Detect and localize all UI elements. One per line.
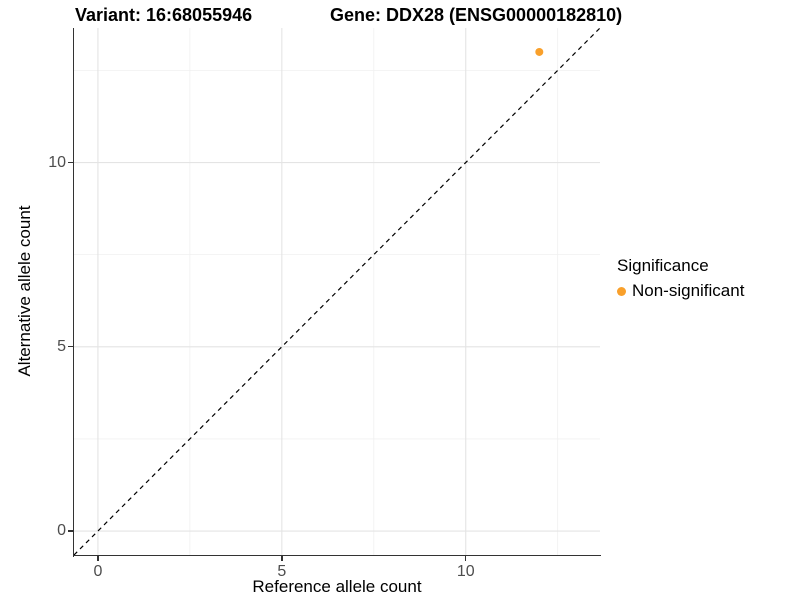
x-axis-title: Reference allele count — [252, 577, 422, 596]
data-point — [535, 47, 544, 56]
x-axis-line — [72, 555, 601, 557]
y-tick-label: 0 — [57, 522, 66, 540]
legend: Significance Non-significant — [617, 256, 744, 301]
x-tick-label: 10 — [456, 563, 475, 580]
y-axis-line — [72, 28, 74, 557]
y-tick-label: 10 — [48, 153, 66, 171]
legend-title: Significance — [617, 256, 709, 275]
legend-item: Non-significant — [617, 281, 744, 301]
variant-title: Variant: 16:68055946 — [75, 5, 253, 25]
plot-panel — [74, 28, 600, 555]
x-tick-mark — [97, 556, 99, 562]
identity-line — [74, 28, 600, 555]
y-tick-mark — [68, 530, 73, 532]
x-tick-mark — [465, 556, 467, 562]
y-tick-mark — [68, 346, 73, 348]
x-tick-mark — [281, 556, 283, 562]
x-tick-label: 0 — [93, 563, 103, 580]
y-tick-mark — [68, 161, 73, 164]
legend-item-label: Non-significant — [632, 281, 745, 300]
y-axis-title: Alternative allele count — [15, 205, 34, 377]
gene-title: Gene: DDX28 (ENSG00000182810) — [330, 5, 623, 25]
y-tick-label: 5 — [57, 337, 66, 355]
legend-marker-icon — [617, 286, 626, 296]
x-tick-label: 5 — [277, 563, 287, 580]
